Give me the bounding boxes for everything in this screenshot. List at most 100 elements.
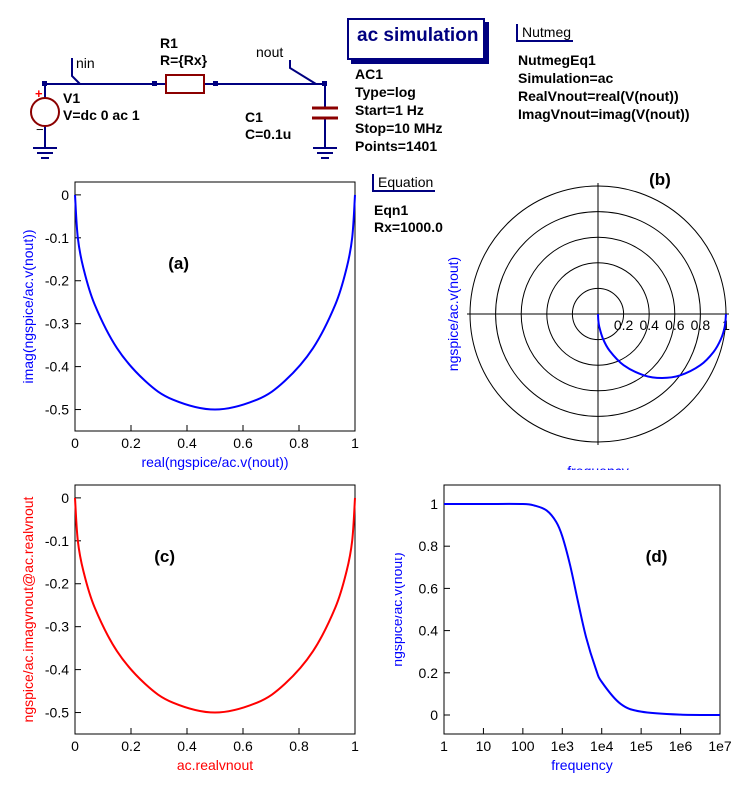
x-tick-label: 0.6 [233, 738, 253, 754]
x-tick-label: 0.2 [121, 435, 141, 451]
node-label-nout: nout [256, 44, 284, 60]
x-tick-label: 0 [71, 738, 79, 754]
plot-frame [74, 484, 356, 735]
r1-name: R1 [160, 35, 178, 51]
x-axis-label: frequency [567, 463, 628, 470]
y-tick-label: 0 [430, 707, 438, 723]
x-axis-label: real(ngspice/ac.v(nout)) [141, 454, 288, 470]
panel-label: (b) [649, 170, 671, 189]
x-tick-label: 1 [351, 435, 359, 451]
node-dot-nout [322, 81, 327, 86]
x-tick-label: 0.4 [177, 435, 197, 451]
y-tick-label: 0.8 [419, 538, 439, 554]
chart-d-magnitude[interactable]: 1 10 100 1e3 1e4 1e5 1e6 1e7 1 0.8 0.6 0.4 0.2 0 frequ… [395, 475, 735, 775]
y-tick-label: -0.2 [45, 273, 69, 289]
y-tick-label: -0.5 [45, 705, 69, 721]
y-tick-label: 0 [61, 187, 69, 203]
schematic [30, 58, 338, 159]
panel-label: (d) [646, 547, 668, 566]
plot-frame [443, 484, 721, 735]
y-tick-label: -0.5 [45, 402, 69, 418]
y-tick-label: 0.4 [419, 623, 439, 639]
y-tick-label: -0.2 [45, 576, 69, 592]
nout-label-leader [289, 60, 317, 85]
x-tick-label: 1 [351, 738, 359, 754]
y-tick-label: -0.3 [45, 316, 69, 332]
ac-simulation-box[interactable]: ac simulation [347, 18, 485, 60]
y-axis-label: ngspice/ac.imagvnout@ac.realvnout [20, 496, 36, 722]
nutmeg-line-1: Simulation=ac [518, 70, 614, 86]
x-tick-label: 0.4 [177, 738, 197, 754]
y-tick-label: -0.1 [45, 533, 69, 549]
nin-label-leader [71, 58, 81, 85]
data-curve [74, 497, 356, 714]
x-tick-label: 1e5 [629, 738, 653, 754]
x-tick-label: 1 [440, 738, 448, 754]
polar-radial-label: 0.8 [691, 317, 711, 333]
panel-label: (c) [154, 547, 175, 566]
node-dot-r1-right [213, 81, 218, 86]
y-tick-label: 0 [61, 490, 69, 506]
v1-value: V=dc 0 ac 1 [63, 107, 140, 123]
r1-value: R={Rx} [160, 52, 208, 68]
polar-radial-label: 1 [722, 317, 730, 333]
y-tick-label: -0.4 [45, 662, 69, 678]
polar-radial-label: 0.4 [639, 317, 659, 333]
x-tick-label: 0.8 [289, 738, 309, 754]
chart-a-imag-vs-real[interactable]: 0 0.2 0.4 0.6 0.8 1 0 -0.1 -0.2 -0.3 -0.4 -0.5 real(… [0, 172, 370, 472]
v1-plus-sign: + [35, 86, 43, 101]
y-tick-label: 0.2 [419, 665, 439, 681]
polar-data-curve [597, 313, 727, 379]
chart-b-polar[interactable]: 0.2 0.4 0.6 0.8 1 frequency ngspice/ac.v(nout)… [440, 165, 730, 470]
resistor-r1[interactable] [165, 74, 205, 94]
v1-minus-sign: − [36, 122, 44, 137]
x-tick-label: 1e3 [551, 738, 575, 754]
node-dot-r1-left [152, 81, 157, 86]
data-curve [74, 194, 356, 411]
sim-line-0: AC1 [355, 66, 384, 82]
equation-tag[interactable]: Equation [372, 174, 436, 192]
voltage-source-v1[interactable] [30, 97, 60, 127]
x-tick-label: 0 [71, 435, 79, 451]
nutmeg-line-0: NutmegEq1 [518, 52, 596, 68]
v1-name: V1 [63, 90, 81, 106]
x-tick-label: 0.2 [121, 738, 141, 754]
sim-line-3: Stop=10 MHz [355, 120, 443, 136]
data-curve [443, 502, 721, 717]
y-tick-label: -0.1 [45, 230, 69, 246]
x-tick-label: 10 [476, 738, 492, 754]
node-label-nin: nin [76, 55, 95, 71]
nutmeg-line-3: ImagVnout=imag(V(nout)) [518, 106, 690, 122]
y-tick-label: -0.4 [45, 359, 69, 375]
x-tick-label: 100 [511, 738, 535, 754]
y-tick-label: -0.3 [45, 619, 69, 635]
x-tick-label: 1e6 [669, 738, 693, 754]
nutmeg-line-2: RealVnout=real(V(nout)) [518, 88, 679, 104]
c1-value: C=0.1u [245, 126, 292, 142]
plot-frame [74, 181, 356, 432]
node-dot-nin [42, 81, 47, 86]
polar-radial-label: 0.6 [665, 317, 685, 333]
ground-symbol-c1 [313, 147, 337, 159]
y-axis-label: ngspice/ac.v(nout) [445, 257, 461, 371]
x-tick-label: 0.6 [233, 435, 253, 451]
equation-line-0: Eqn1 [374, 202, 409, 218]
y-axis-label: imag(ngspice/ac.v(nout)) [20, 229, 36, 383]
sim-line-4: Points=1401 [355, 138, 438, 154]
x-axis-label: ac.realvnout [177, 757, 253, 773]
sim-line-1: Type=log [355, 84, 416, 100]
x-tick-label: 0.8 [289, 435, 309, 451]
polar-radial-label: 0.2 [614, 317, 634, 333]
y-tick-label: 1 [430, 496, 438, 512]
chart-c-red-arc[interactable]: 0 0.2 0.4 0.6 0.8 1 0 -0.1 -0.2 -0.3 -0.4 -0.5 ac.re… [0, 475, 370, 775]
capacitor-c1[interactable] [312, 106, 338, 120]
x-tick-label: 1e7 [708, 738, 732, 754]
sim-line-2: Start=1 Hz [355, 102, 424, 118]
y-axis-label: ngspice/ac.v(nout) [395, 552, 405, 666]
equation-line-1: Rx=1000.0 [374, 219, 443, 235]
nutmeg-tag[interactable]: Nutmeg [516, 24, 574, 42]
panel-label: (a) [168, 254, 189, 273]
ground-symbol-v1 [33, 147, 57, 159]
y-tick-label: 0.6 [419, 580, 439, 596]
ac-simulation-title: ac simulation [357, 25, 479, 46]
